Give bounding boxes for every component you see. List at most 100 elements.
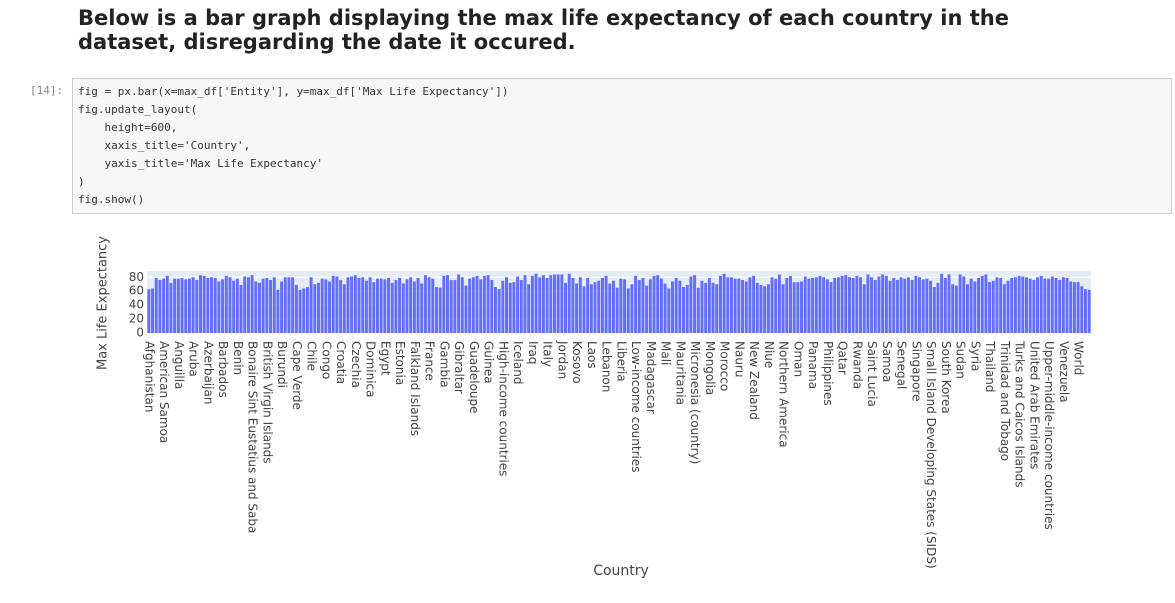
bar (855, 275, 859, 333)
bar (235, 278, 239, 333)
x-tick-label: Northern America (777, 341, 791, 448)
bar (541, 275, 545, 333)
bar (770, 277, 774, 333)
bar (346, 277, 350, 333)
bar (305, 287, 309, 333)
x-tick-label: Liberia (614, 341, 628, 382)
x-tick-label: Low-income countries (629, 341, 643, 472)
bar (715, 284, 719, 333)
bar (497, 289, 501, 333)
bar (405, 279, 409, 333)
code-line: fig = px.bar(x=max_df['Entity'], y=max_d… (78, 85, 509, 98)
bar (287, 277, 291, 333)
bar (1047, 278, 1051, 333)
bar (615, 287, 619, 333)
bar (888, 280, 892, 333)
bar (663, 283, 667, 333)
bar (803, 276, 807, 333)
bar (501, 280, 505, 333)
bar (870, 277, 874, 333)
bar (1065, 277, 1069, 333)
bar (611, 280, 615, 333)
bar (512, 282, 516, 333)
bar (1069, 281, 1073, 333)
x-tick-label: Estonia (393, 341, 407, 385)
bar (239, 284, 243, 333)
bar (1010, 277, 1014, 333)
x-tick-label: Mauritania (673, 341, 687, 405)
bar (1002, 284, 1006, 333)
x-tick-label: Burundi (275, 341, 289, 388)
x-tick-label: Gambia (437, 341, 451, 388)
bar (224, 275, 228, 333)
x-tick-label: World (1072, 341, 1086, 375)
bar (316, 282, 320, 333)
bar (744, 281, 748, 333)
code-cell[interactable]: fig = px.bar(x=max_df['Entity'], y=max_d… (72, 78, 1172, 214)
bar (1039, 275, 1043, 333)
bar (184, 279, 188, 333)
x-tick-label: Falkland Islands (408, 341, 422, 436)
bar (353, 275, 357, 333)
bar (154, 277, 158, 333)
bar (892, 277, 896, 333)
bar (807, 278, 811, 333)
bar (549, 275, 553, 333)
bar (689, 276, 693, 333)
bar (442, 275, 446, 333)
bar (1083, 289, 1087, 333)
bar (1021, 276, 1025, 333)
bar (261, 278, 265, 333)
bar (482, 275, 486, 333)
bar (516, 276, 520, 333)
bar (774, 278, 778, 333)
bar (342, 284, 346, 333)
bar (530, 275, 534, 333)
x-tick-label: High-income countries (496, 341, 510, 476)
x-tick-label: Azerbaijan (201, 341, 215, 404)
x-tick-label: Czechia (349, 341, 363, 388)
bar (648, 279, 652, 333)
x-tick-label: Mongolia (703, 341, 717, 395)
bar (294, 284, 298, 333)
bar (781, 284, 785, 333)
x-tick-label: Benin (231, 341, 245, 375)
x-axis-title: Country (593, 563, 649, 579)
bar (859, 277, 863, 333)
bar (626, 288, 630, 333)
heading: Below is a bar graph displaying the max … (78, 6, 1009, 54)
x-tick-label: Anguilla (172, 341, 186, 389)
bar (965, 284, 969, 333)
bar (881, 274, 885, 333)
bar (375, 278, 379, 333)
bar (364, 280, 368, 333)
bar (1036, 277, 1040, 333)
bar (493, 287, 497, 333)
x-tick-label: Laos (585, 341, 599, 369)
y-tick-label: 80 (129, 270, 144, 284)
bar (792, 282, 796, 333)
x-tick-label: Oman (791, 341, 805, 377)
bar (431, 278, 435, 333)
x-tick-label: Philippines (821, 341, 835, 406)
bar (656, 275, 660, 333)
bar (508, 282, 512, 333)
bar (932, 287, 936, 333)
x-tick-label: Nauru (732, 341, 746, 377)
bar (446, 275, 450, 333)
bar (475, 275, 479, 333)
bar (350, 276, 354, 333)
bar (280, 281, 284, 333)
bar (246, 277, 250, 333)
bar (763, 286, 767, 333)
x-tick-label: Guinea (482, 341, 496, 384)
y-tick-label: 0 (136, 326, 144, 340)
bar (276, 289, 280, 333)
bar (918, 277, 922, 333)
bar (954, 285, 958, 333)
bar (733, 278, 737, 333)
bar (637, 280, 641, 333)
x-tick-label: Madagascar (644, 341, 658, 414)
bar (682, 287, 686, 333)
